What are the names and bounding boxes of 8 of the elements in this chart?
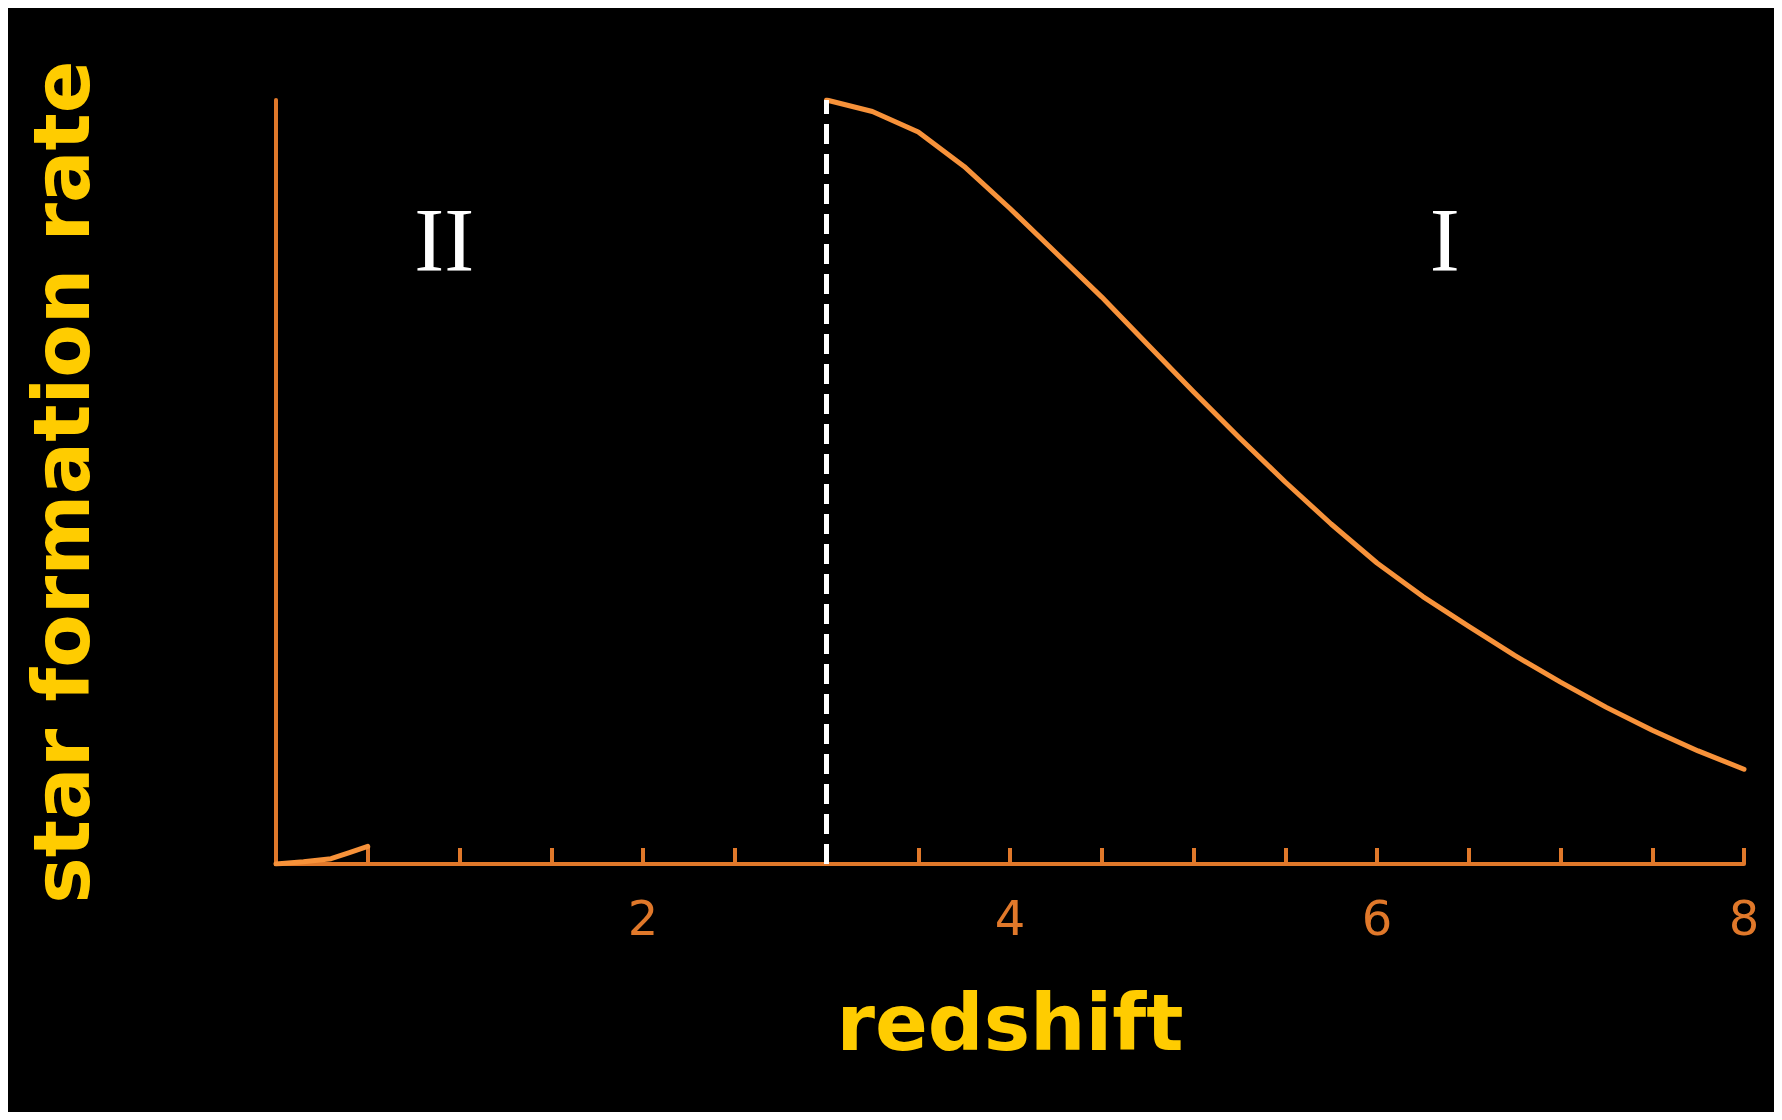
x-tick-label: 4 bbox=[994, 890, 1026, 946]
annotation: I bbox=[1429, 191, 1460, 291]
y-axis-title: star formation rate bbox=[17, 60, 107, 904]
x-tick-label: 8 bbox=[1728, 890, 1760, 946]
x-tick-label: 6 bbox=[1361, 890, 1393, 946]
x-tick-label: 2 bbox=[627, 890, 659, 946]
x-axis-title: redshift bbox=[836, 978, 1184, 1068]
annotation: II bbox=[414, 191, 475, 291]
